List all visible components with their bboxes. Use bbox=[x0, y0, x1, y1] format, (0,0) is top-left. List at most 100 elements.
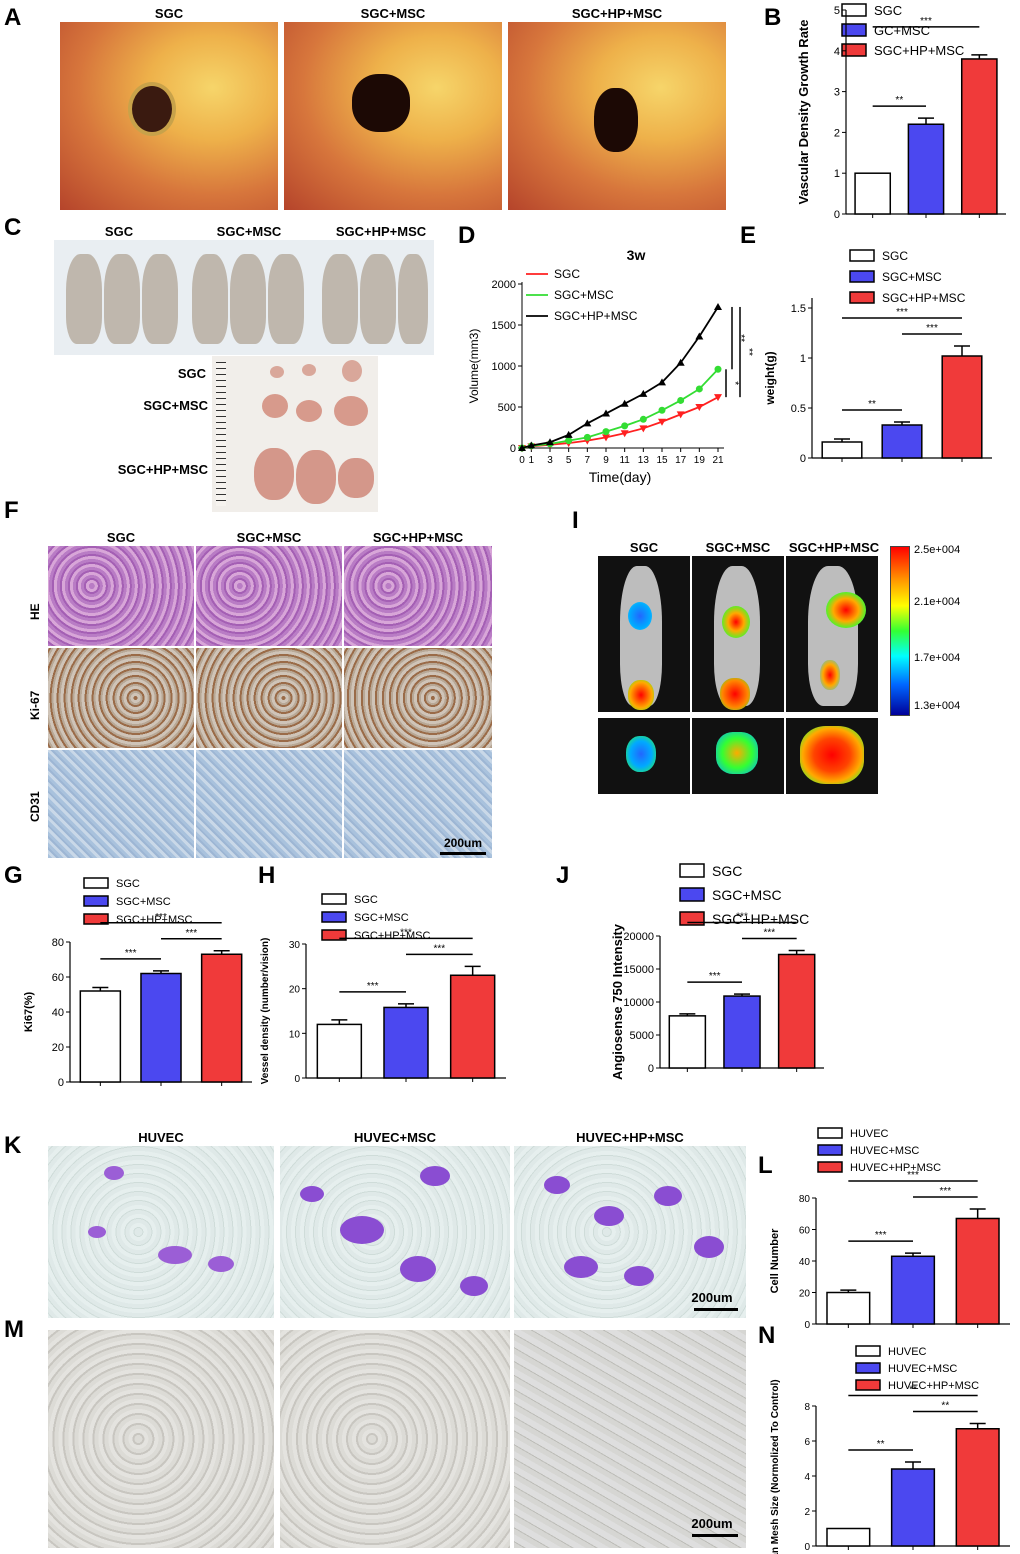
bar bbox=[777, 953, 816, 1069]
mouse-shape bbox=[192, 254, 228, 344]
legend-label: SGC bbox=[116, 878, 140, 890]
data-point bbox=[583, 419, 592, 427]
y-tick-label: 0 bbox=[648, 1063, 654, 1075]
bar bbox=[960, 58, 998, 215]
cam-lesion bbox=[594, 88, 638, 152]
data-point bbox=[565, 437, 573, 445]
cell-cluster bbox=[624, 1266, 654, 1286]
legend-swatch bbox=[841, 43, 867, 57]
significance-label: ** bbox=[941, 1401, 949, 1412]
panel-label-c: C bbox=[4, 214, 22, 241]
data-point bbox=[714, 302, 722, 310]
panel-k-header-huvec-hp-msc: HUVEC+HP+MSC bbox=[576, 1130, 684, 1145]
y-tick-label: 60 bbox=[799, 1226, 811, 1237]
bar bbox=[890, 1255, 936, 1325]
mouse-shape bbox=[398, 254, 428, 344]
data-point bbox=[602, 434, 610, 442]
tumor bbox=[296, 450, 336, 504]
signal-spot bbox=[722, 606, 750, 638]
mouse-shape bbox=[322, 254, 358, 344]
cell-cluster bbox=[654, 1186, 682, 1206]
panel-label-d: D bbox=[458, 222, 476, 249]
transwell-image-huvec bbox=[48, 1146, 274, 1318]
x-tick-label: 1 bbox=[529, 455, 535, 466]
y-tick-label: 0 bbox=[800, 453, 806, 465]
legend-swatch bbox=[849, 270, 875, 283]
data-point bbox=[695, 385, 703, 393]
cam-photo-sgc-hp-msc bbox=[508, 22, 726, 210]
data-point bbox=[546, 438, 554, 446]
panel-label-b: B bbox=[764, 4, 782, 31]
panel-label-n: N bbox=[758, 1322, 776, 1349]
x-tick-label: 7 bbox=[585, 455, 591, 466]
legend-swatch bbox=[679, 863, 705, 878]
tumor-row-label-sgc: SGC bbox=[177, 366, 206, 381]
legend-label: SGC+MSC bbox=[882, 270, 942, 284]
legend-label: SGC bbox=[874, 3, 902, 18]
data-point bbox=[714, 394, 722, 402]
legend-swatch bbox=[321, 929, 347, 941]
significance-label: *** bbox=[736, 912, 748, 923]
bar bbox=[383, 1006, 429, 1079]
legend-label: HUVEC bbox=[888, 1346, 927, 1358]
bar bbox=[881, 424, 923, 459]
panel-f-header-sgc-msc: SGC+MSC bbox=[236, 530, 302, 545]
y-axis-label: Angiosense 750 Intensity bbox=[610, 923, 625, 1080]
colorbar-tick: 2.1e+004 bbox=[914, 596, 961, 608]
significance-label: *** bbox=[185, 928, 197, 939]
cam-lesion bbox=[128, 82, 176, 136]
cell-cluster bbox=[544, 1176, 570, 1194]
panel-label-g: G bbox=[4, 862, 23, 889]
cell-cluster bbox=[300, 1186, 324, 1202]
panel-i-header-sgc: SGC bbox=[629, 540, 659, 555]
data-point bbox=[658, 378, 666, 386]
panel-label-k: K bbox=[4, 1132, 22, 1159]
data-point bbox=[583, 433, 591, 441]
cell-cluster bbox=[694, 1236, 724, 1258]
tube-image-huvec-hp-msc: 200um bbox=[514, 1330, 746, 1548]
cell-cluster bbox=[340, 1216, 384, 1244]
significance-label: *** bbox=[709, 971, 721, 982]
bar bbox=[140, 972, 182, 1083]
significance-label: *** bbox=[875, 1230, 887, 1241]
bar bbox=[826, 1291, 871, 1325]
series-line bbox=[521, 368, 719, 449]
legend-label: SGC+HP+MSC bbox=[354, 930, 430, 942]
ki67-image-sgc-msc bbox=[196, 648, 342, 748]
y-tick-label: 0 bbox=[58, 1077, 64, 1089]
tube-image-huvec bbox=[48, 1330, 274, 1548]
y-axis-label: Mean Mesh Size (Normolized To Control) bbox=[770, 1379, 781, 1554]
significance-label: *** bbox=[907, 1170, 919, 1181]
panel-k-header-huvec-msc: HUVEC+MSC bbox=[354, 1130, 436, 1145]
signal-spot bbox=[800, 726, 864, 784]
colorbar-tick: 2.5e+004 bbox=[914, 544, 961, 556]
data-point bbox=[677, 396, 685, 404]
legend-label: SGC bbox=[882, 249, 908, 263]
significance-label: ** bbox=[868, 399, 876, 410]
y-tick-label: 4 bbox=[834, 46, 840, 58]
y-tick-label: 30 bbox=[289, 940, 301, 951]
significance-label: ** bbox=[877, 1439, 885, 1450]
cell-cluster bbox=[158, 1246, 192, 1264]
significance-label: *** bbox=[400, 927, 412, 938]
x-tick-label: 15 bbox=[656, 455, 668, 466]
y-tick-label: 0 bbox=[804, 1320, 810, 1331]
y-tick-label: 8 bbox=[804, 1402, 810, 1413]
he-image-sgc-hp-msc bbox=[344, 546, 492, 646]
colorbar bbox=[890, 546, 910, 716]
y-tick-label: 3 bbox=[834, 87, 840, 99]
transwell-image-huvec-msc bbox=[280, 1146, 510, 1318]
chart-n: HUVEC HUVEC+MSC HUVEC+HP+MSC 0 2 4 6 8 Mean Mesh… bbox=[770, 1345, 1010, 1554]
legend-swatch bbox=[83, 877, 109, 889]
legend-label: HUVEC+MSC bbox=[888, 1363, 957, 1375]
he-image-sgc-msc bbox=[196, 546, 342, 646]
y-tick-label: 2 bbox=[834, 127, 840, 139]
y-tick-label: 10000 bbox=[623, 997, 654, 1009]
cell-cluster bbox=[420, 1166, 450, 1186]
mouse-shape bbox=[104, 254, 140, 344]
legend-label: SGC+MSC bbox=[354, 912, 409, 924]
cell-cluster bbox=[564, 1256, 598, 1278]
cam-photo-sgc bbox=[60, 22, 278, 210]
panel-c-header-sgc: SGC bbox=[104, 224, 134, 239]
